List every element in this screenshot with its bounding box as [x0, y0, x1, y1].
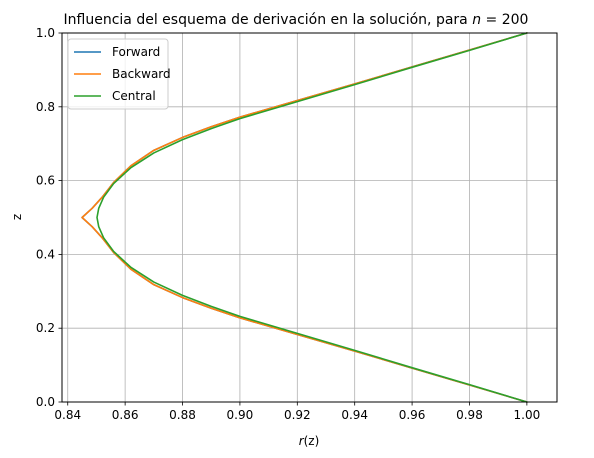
legend-label-backward: Backward [112, 67, 171, 81]
ticks: 0.84 0.86 0.88 0.90 0.92 0.94 0.96 0.98 1.00 0.0 0… [36, 26, 540, 422]
x-tick-label: 0.88 [169, 408, 196, 422]
y-tick-label: 0.2 [36, 321, 55, 335]
plot-frame [61, 32, 558, 403]
legend: Forward Backward Central [67, 38, 171, 110]
x-tick-label: 0.98 [456, 408, 483, 422]
legend-box [67, 38, 169, 110]
y-tick-label: 0.6 [36, 174, 55, 188]
y-tick-label: 0.0 [36, 395, 55, 409]
x-tick-label: 0.84 [54, 408, 81, 422]
x-tick-label: 0.92 [284, 408, 311, 422]
x-axis-label: r(z) [299, 434, 320, 448]
series-line-central [96, 32, 528, 403]
x-tick-label: 1.00 [514, 408, 541, 422]
y-tick-label: 1.0 [36, 26, 55, 40]
legend-label-central: Central [112, 89, 156, 103]
y-tick-label: 0.4 [36, 247, 55, 261]
y-axis-label: z [10, 214, 24, 220]
chart-title: Influencia del esquema de derivación en … [64, 12, 529, 28]
x-tick-label: 0.90 [227, 408, 254, 422]
legend-label-forward: Forward [112, 45, 160, 59]
x-tick-label: 0.94 [341, 408, 368, 422]
y-tick-label: 0.8 [36, 100, 55, 114]
series-layer [81, 32, 528, 403]
x-tick-label: 0.96 [399, 408, 426, 422]
series-line-backward [81, 32, 528, 403]
x-tick-label: 0.86 [112, 408, 139, 422]
